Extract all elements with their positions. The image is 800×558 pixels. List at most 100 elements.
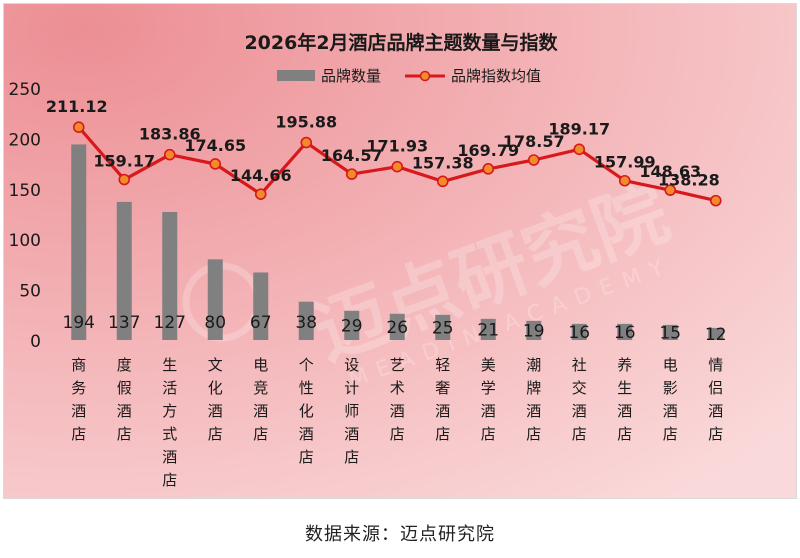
bar <box>71 144 87 340</box>
bar-value-label: 16 <box>568 323 590 343</box>
bar <box>571 323 587 340</box>
x-tick-char: 轻 <box>435 356 450 374</box>
bar <box>344 310 360 340</box>
line-point <box>72 121 85 133</box>
x-tick-char: 酒 <box>117 402 132 420</box>
line-point <box>391 160 404 173</box>
bar-value-label: 29 <box>341 316 363 336</box>
x-tick-char: 师 <box>344 402 359 420</box>
line-value-label: 157.38 <box>412 153 474 172</box>
x-tick-char: 店 <box>208 425 223 443</box>
x-tick-char: 奢 <box>435 379 450 397</box>
x-tick-char: 酒 <box>435 402 450 420</box>
source-note: 数据来源：迈点研究院 <box>305 524 495 545</box>
line-value-label: 211.12 <box>46 97 108 116</box>
x-tick-char: 活 <box>162 379 177 397</box>
legend-bar-swatch <box>277 70 315 81</box>
x-tick-char: 式 <box>162 425 177 443</box>
line-point <box>118 173 131 186</box>
line-value-label: 138.28 <box>658 171 720 190</box>
x-tick-char: 文 <box>208 356 223 374</box>
x-tick-char: 化 <box>208 379 223 397</box>
x-tick-char: 术 <box>390 379 405 397</box>
line-point <box>618 174 631 187</box>
x-tick-char: 酒 <box>572 402 587 420</box>
line-value-label: 195.88 <box>275 113 337 132</box>
x-tick-char: 店 <box>253 425 268 443</box>
chart-panel: 迈点研究院 MEADIN ACADEMY 2026年2月酒店品牌主题数量与指数 … <box>3 3 797 499</box>
x-tick-char: 酒 <box>526 402 541 420</box>
bar <box>435 314 451 340</box>
bar <box>617 323 633 340</box>
x-tick-char: 设 <box>344 356 359 374</box>
x-tick-char: 店 <box>572 425 587 443</box>
bar-value-labels: 194 137 127 80 67 38 29 26 25 21 19 16 16 15 12 <box>63 313 727 345</box>
y-tick-label: 250 <box>9 80 41 100</box>
line-point <box>573 143 586 156</box>
bar-value-label: 21 <box>477 320 499 340</box>
x-tick-char: 交 <box>572 379 587 397</box>
x-tick-char: 店 <box>481 425 496 443</box>
bar <box>389 313 405 340</box>
x-tick-char: 个 <box>299 356 314 374</box>
x-tick-char: 店 <box>617 425 632 443</box>
legend-line-marker <box>419 70 431 82</box>
x-axis: 商务酒店度假酒店生活方式酒店文化酒店电竞酒店个性化酒店设计师酒店艺术酒店轻奢酒店… <box>71 356 723 489</box>
chart-title: 2026年2月酒店品牌主题数量与指数 <box>244 31 558 54</box>
bar-value-label: 38 <box>295 313 317 333</box>
x-tick-char: 务 <box>71 379 86 397</box>
x-tick-char: 酒 <box>344 425 359 443</box>
bar-value-label: 80 <box>204 313 226 333</box>
x-tick-char: 酒 <box>162 448 177 466</box>
line-value-label: 164.57 <box>321 146 383 165</box>
line-value-label: 159.17 <box>93 152 155 171</box>
x-tick-char: 艺 <box>390 356 405 374</box>
x-tick-char: 酒 <box>253 402 268 420</box>
x-tick-char: 养 <box>617 356 632 374</box>
x-tick-char: 电 <box>663 356 678 374</box>
x-tick-char: 店 <box>708 425 723 443</box>
x-tick-char: 店 <box>390 425 405 443</box>
x-tick-char: 情 <box>708 356 723 374</box>
x-tick-char: 酒 <box>71 402 86 420</box>
line-value-label: 171.93 <box>366 137 428 156</box>
line-series <box>72 121 722 207</box>
line-value-label: 178.57 <box>503 132 565 151</box>
line-value-label: 183.86 <box>139 125 201 144</box>
x-tick-char: 美 <box>481 356 496 374</box>
y-tick-label: 200 <box>9 130 41 150</box>
x-tick-char: 生 <box>162 356 177 374</box>
line-value-label: 157.99 <box>594 153 656 172</box>
x-tick-char: 店 <box>117 425 132 443</box>
x-tick-char: 店 <box>344 448 359 466</box>
bar-value-label: 137 <box>108 313 140 333</box>
line-point <box>482 163 495 175</box>
x-tick-char: 酒 <box>708 402 723 420</box>
bar <box>708 327 724 340</box>
legend: 品牌数量 品牌指数均值 <box>277 67 541 85</box>
x-tick-char: 牌 <box>526 379 541 397</box>
line-point <box>345 168 358 180</box>
x-tick-char: 计 <box>344 379 359 397</box>
x-tick-char: 酒 <box>299 425 314 443</box>
bar-value-label: 194 <box>63 313 95 333</box>
bar <box>253 272 269 340</box>
bar <box>298 301 314 340</box>
line-point <box>709 194 722 207</box>
bar-value-label: 67 <box>250 313 272 333</box>
x-tick-char: 店 <box>162 471 177 489</box>
line-point <box>163 148 176 161</box>
line-value-label: 148.63 <box>639 162 701 181</box>
line-point <box>436 175 449 188</box>
bar <box>207 259 223 340</box>
x-tick-char: 店 <box>299 448 314 466</box>
